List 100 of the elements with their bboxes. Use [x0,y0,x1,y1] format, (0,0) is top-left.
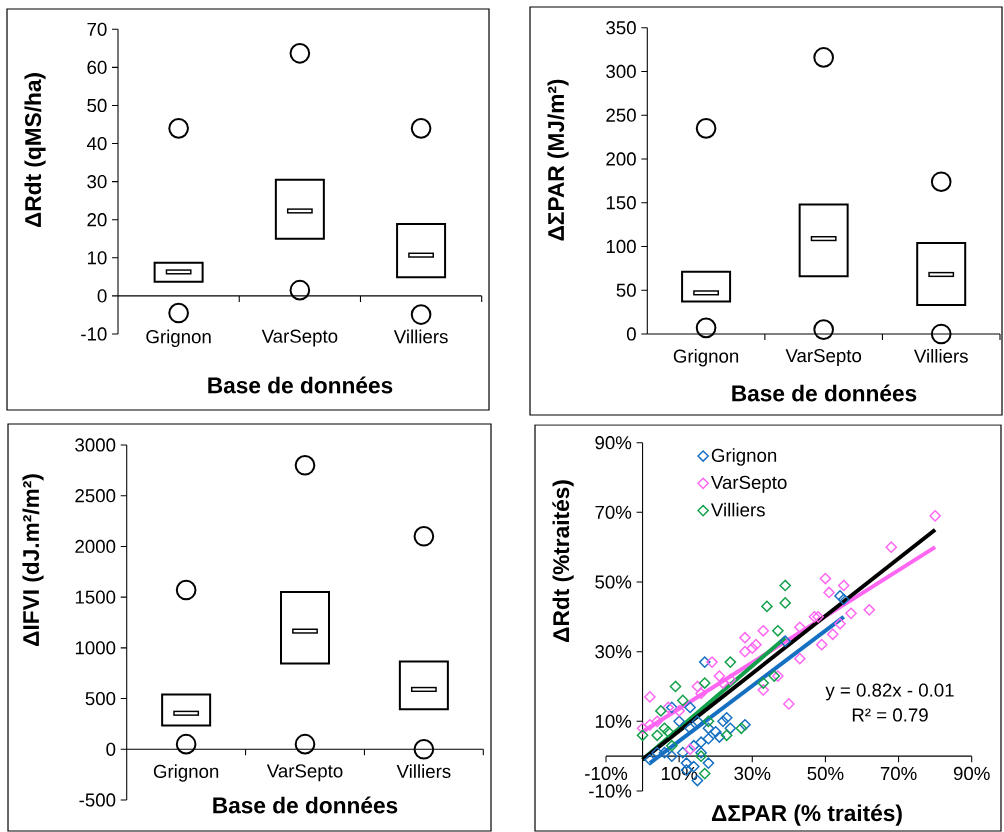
point [793,621,806,634]
point [808,611,821,623]
point [812,611,824,623]
point [819,572,832,585]
legend-label: Villiers [710,502,765,517]
point [655,705,667,717]
point [676,746,689,759]
x-axis-title: Base de données [208,376,393,394]
y-tick-label: 0 [106,742,116,756]
point [702,757,715,769]
x-tick-label: VarSepto [266,764,343,782]
point [783,698,795,710]
point [739,645,751,658]
point [658,746,671,759]
point [684,722,696,735]
y-tick-label: 250 [606,108,636,122]
point [706,656,718,668]
point [669,680,682,693]
point [735,722,748,735]
y-tick-label: 1000 [75,641,116,655]
point [702,715,715,728]
y-tick-label: 30 [87,175,107,189]
point [757,624,770,637]
point [746,642,759,655]
point [666,701,678,714]
x-tick-label: Villiers [913,349,968,363]
legend-label: Grignon [711,448,777,466]
point [772,670,784,682]
point [739,631,751,644]
y-tick-label: 10% [595,714,632,728]
point [662,725,674,738]
point [885,541,898,554]
x-tick-label: Villiers [393,329,448,344]
y-tick-label: 500 [85,691,116,706]
y-tick-label: 20 [87,213,107,227]
point [698,656,711,668]
x-tick-label: Grignon [673,349,739,367]
point [845,607,857,620]
point [698,767,711,780]
point [662,701,674,714]
point [815,638,828,651]
annotation: y = 0.82x - 0.01 [825,683,954,701]
point [695,750,707,762]
point [676,694,689,707]
y-axis-title: ΔRdt (%traités) [552,480,574,642]
point [717,715,729,728]
point [644,718,656,731]
point [658,722,671,735]
x-tick-label: Grignon [153,764,219,782]
point [651,729,664,742]
y-tick-label: 300 [606,64,636,79]
point [695,746,707,759]
y-tick-label: 350 [606,21,636,35]
point [779,579,792,592]
point [713,670,726,682]
point [863,604,876,616]
y-tick-label: 90% [595,436,632,450]
x-axis-title: Base de données [732,384,917,402]
x-tick-label: VarSepto [261,329,338,347]
y-tick-label: 70% [595,505,632,519]
point [673,705,685,717]
point [702,722,715,735]
y-tick-label: 200 [606,152,636,166]
y-tick-label: 40 [86,136,107,151]
y-tick-label: 2500 [75,489,116,503]
point [644,691,656,703]
x-tick-label: Villiers [396,764,451,779]
point [779,597,792,609]
point [691,680,704,693]
point [724,656,737,668]
y-tick-label: -10 [81,327,107,341]
point [739,718,751,731]
point [713,731,726,743]
y-axis-title: ΔRdt (qMS/ha) [24,73,46,228]
y-tick-label: 2000 [75,539,116,554]
point [834,617,846,630]
y-tick-label: 30% [595,645,632,659]
point [651,715,664,728]
x-tick-label: 30% [734,766,771,781]
point [761,600,773,613]
point [709,725,722,738]
y-tick-label: 70 [87,22,107,36]
y-tick-label: 50% [595,575,632,589]
point [779,635,792,648]
y-tick-label: 60 [87,60,107,74]
y-tick-label: 100 [606,239,636,254]
point [684,743,696,756]
y-tick-label: 50 [87,98,107,113]
legend-label: VarSepto [710,475,787,493]
point [757,677,770,689]
point [724,722,737,735]
x-tick-label: 50% [807,766,844,781]
y-axis-title: ΔIFVI (dJ.m²/m²) [22,474,44,646]
point [695,736,707,749]
point [834,590,846,602]
annotation: R² = 0.79 [852,708,928,722]
point [702,732,715,745]
point [684,701,696,714]
x-tick-label: Grignon [146,329,211,347]
point [929,510,941,522]
